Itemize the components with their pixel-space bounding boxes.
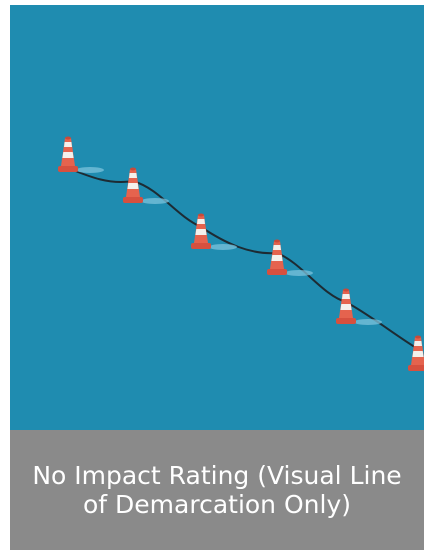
card[interactable]: No Impact Rating (Visual Line of Demarca…	[10, 5, 424, 550]
page: No Impact Rating (Visual Line of Demarca…	[0, 0, 424, 555]
cone	[58, 137, 104, 174]
cone	[191, 214, 237, 251]
cone	[408, 336, 424, 373]
caption-box: No Impact Rating (Visual Line of Demarca…	[10, 430, 424, 550]
cone-scene	[10, 5, 424, 430]
caption: No Impact Rating (Visual Line of Demarca…	[22, 461, 412, 519]
cone	[336, 289, 382, 326]
cone	[267, 240, 313, 277]
